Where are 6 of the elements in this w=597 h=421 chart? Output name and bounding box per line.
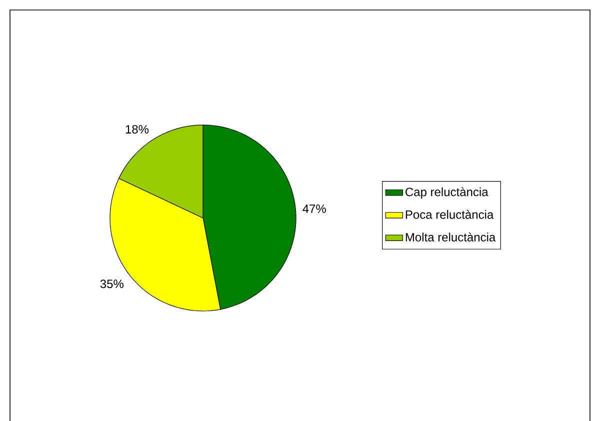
data-label: 35% <box>100 280 124 288</box>
legend-label: Molta reluctància <box>406 232 496 242</box>
data-label: 18% <box>126 125 149 134</box>
data-label: 47% <box>302 204 326 213</box>
legend-label: Cap reluctància <box>406 187 488 199</box>
legend-label: Poca reluctància <box>406 210 494 219</box>
